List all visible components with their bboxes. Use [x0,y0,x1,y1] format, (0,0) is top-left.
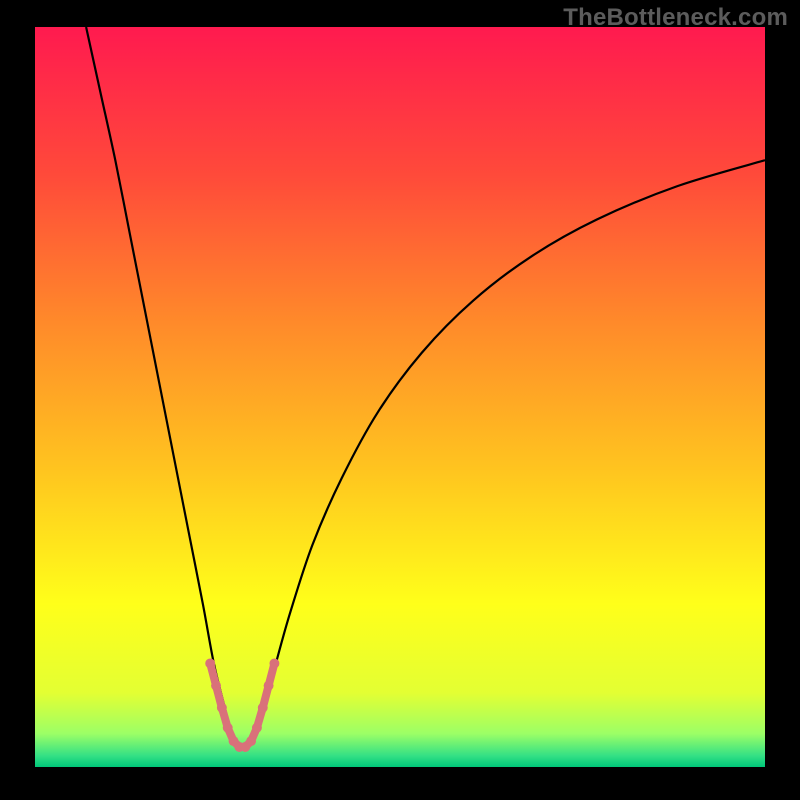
bottleneck-chart [0,0,800,800]
plot-background [35,27,765,767]
watermark-text: TheBottleneck.com [563,4,788,32]
